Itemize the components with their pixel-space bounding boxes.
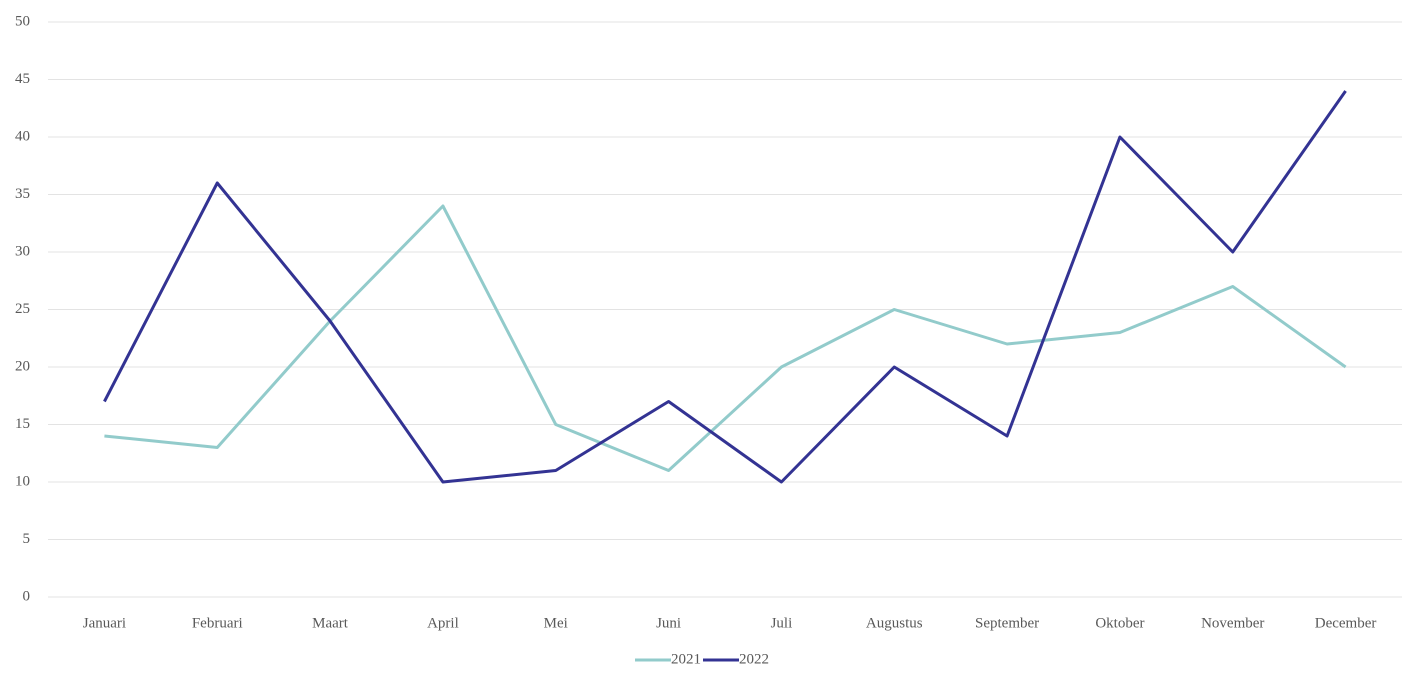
y-tick-label: 35 <box>15 186 30 202</box>
x-tick-label: Juni <box>656 615 681 631</box>
x-tick-label: November <box>1201 615 1264 631</box>
y-tick-label: 5 <box>23 531 31 547</box>
y-tick-label: 40 <box>15 128 30 144</box>
x-tick-label: Juli <box>771 615 793 631</box>
x-tick-label: Januari <box>83 615 126 631</box>
x-tick-label: September <box>975 615 1039 631</box>
x-tick-label: Augustus <box>866 615 923 631</box>
x-tick-label: Oktober <box>1095 615 1144 631</box>
y-tick-label: 10 <box>15 473 30 489</box>
y-tick-label: 30 <box>15 243 30 259</box>
legend-label: 2022 <box>739 651 769 667</box>
y-tick-label: 45 <box>15 71 30 87</box>
legend-label: 2021 <box>671 651 701 667</box>
series-line <box>104 204 1347 472</box>
y-tick-label: 0 <box>23 588 31 604</box>
x-tick-label: Maart <box>312 615 349 631</box>
series-line <box>103 90 1347 484</box>
y-tick-label: 25 <box>15 301 30 317</box>
x-tick-label: Februari <box>192 615 243 631</box>
x-tick-label: April <box>427 615 459 631</box>
x-tick-label: December <box>1315 615 1377 631</box>
y-tick-label: 20 <box>15 358 30 374</box>
y-tick-label: 15 <box>15 416 30 432</box>
y-tick-label: 50 <box>15 13 30 29</box>
x-tick-label: Mei <box>544 615 568 631</box>
